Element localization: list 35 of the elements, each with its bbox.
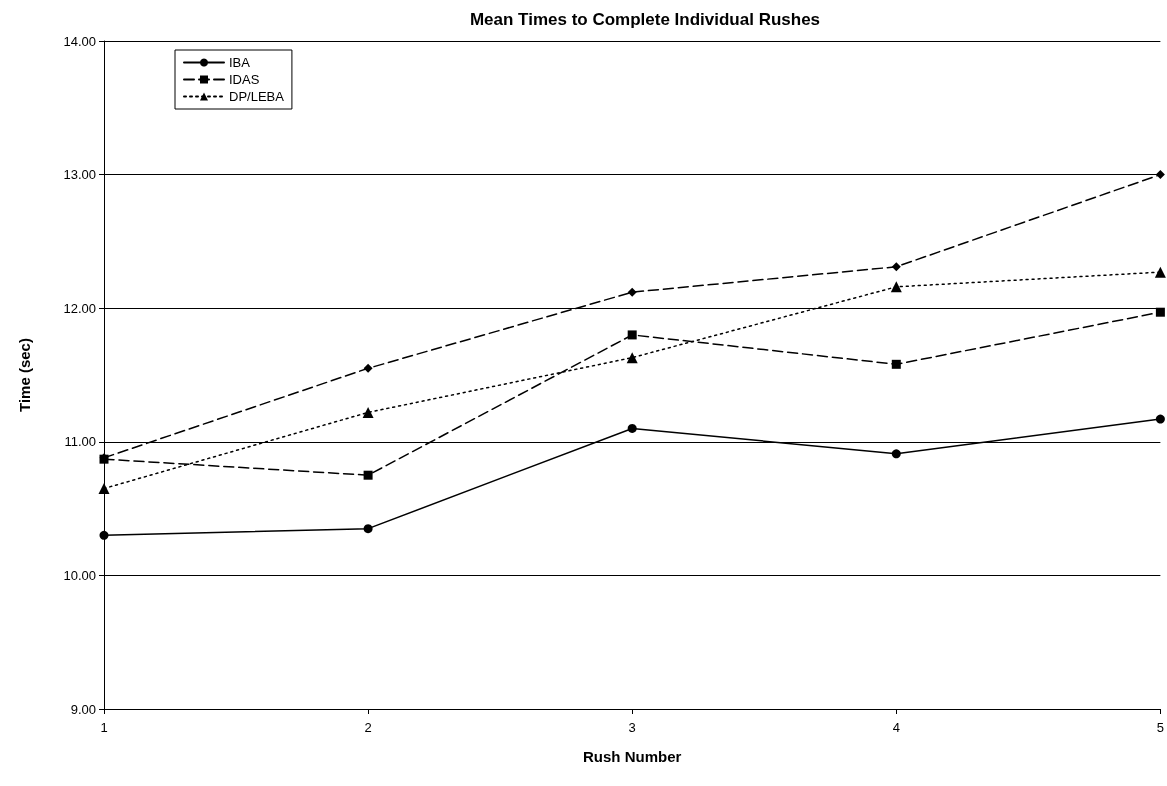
x-tick-label: 2 [364, 720, 372, 735]
y-tick-label: 12.00 [63, 300, 96, 316]
point [362, 406, 374, 418]
x-axis-title: Rush Number [583, 748, 682, 765]
legend-label: IBA [229, 55, 251, 70]
point [1155, 170, 1165, 180]
point [1155, 307, 1165, 317]
y-tick-label: 14.00 [63, 33, 96, 49]
point [627, 423, 637, 433]
legend-label: IDAS [229, 72, 260, 87]
x-tick-label: 4 [892, 720, 900, 735]
point [1155, 414, 1165, 424]
x-tick-label: 3 [628, 720, 636, 735]
point [891, 449, 901, 459]
legend-label: DP/LEBA [229, 89, 285, 104]
y-tick-label: 13.00 [63, 167, 96, 183]
point [891, 359, 901, 369]
point [99, 530, 109, 540]
point [363, 524, 373, 534]
x-tick-label: 5 [1156, 720, 1164, 735]
point [363, 363, 373, 373]
point [891, 262, 901, 272]
point [626, 352, 638, 364]
x-tick-label: 1 [100, 720, 108, 735]
point [627, 287, 637, 297]
point [363, 470, 373, 480]
point [1154, 266, 1166, 278]
chart-title: Mean Times to Complete Individual Rushes [469, 10, 821, 29]
point [890, 281, 902, 293]
point [627, 330, 637, 340]
point [98, 483, 110, 495]
y-tick-label: 11.00 [64, 434, 96, 450]
y-tick-label: 9.00 [70, 701, 96, 717]
y-tick-label: 10.00 [63, 567, 96, 583]
y-axis-title: Time (sec) [16, 338, 33, 412]
